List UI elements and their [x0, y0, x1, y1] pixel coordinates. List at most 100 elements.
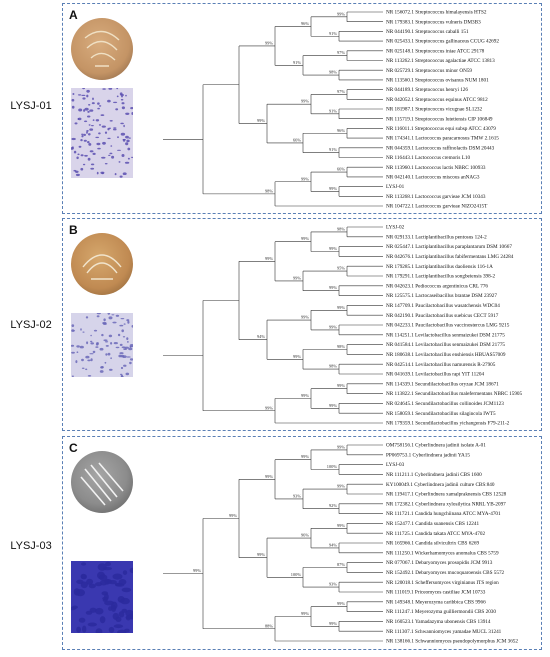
taxon-label: NR 160523.1 Yamadazyma ubonensis CBS 139… [386, 619, 491, 625]
cell-blob [86, 89, 90, 93]
cell-blob [71, 105, 75, 109]
bootstrap-label: 93% [293, 493, 301, 498]
cell-blob [107, 137, 111, 140]
cell-blob [74, 122, 78, 125]
taxon-label: NR 179383.1 Streptococcus vulneris DM3B3 [386, 19, 481, 25]
cell-blob [75, 173, 80, 177]
cell-blob [109, 152, 113, 155]
cell-blob [81, 562, 87, 566]
cell-blob [113, 624, 124, 629]
bootstrap-label: 99% [257, 552, 265, 557]
taxon-label: NR 025447.1 Lactiplantibacillus paraplan… [386, 244, 512, 250]
panel-c: C 99% 100% 99% 92% 99% 94% 87% 93% 99% 99% 99% 93% 9… [62, 436, 542, 650]
bootstrap-label: 99% [329, 285, 337, 290]
cell-blob [71, 324, 75, 327]
cell-blob [130, 107, 133, 110]
cell-blob [96, 342, 99, 345]
bootstrap-label: 99% [301, 611, 309, 616]
cell-blob [76, 626, 81, 633]
strain-label: LYSJ-03 [10, 540, 52, 552]
cell-blob [98, 124, 102, 126]
bootstrap-label: 99% [329, 621, 337, 626]
cell-blob [100, 366, 104, 369]
cell-blob [104, 600, 115, 606]
cell-blob [117, 333, 121, 337]
cell-blob [119, 324, 124, 327]
bootstrap-label: 98% [337, 344, 345, 349]
cell-blob [118, 161, 121, 163]
cell-blob [88, 133, 91, 136]
taxon-label: NR 077067.1 Debaryomyces prosopidis JCM … [386, 560, 493, 566]
cell-blob [127, 320, 130, 324]
cell-blob [120, 354, 125, 358]
taxon-label: NR 044189.1 Streptococcus henryi 126 [386, 87, 468, 93]
cell-blob [129, 344, 133, 347]
taxon-label: NR 042190.1 Paucilactobacillus suebicus … [386, 313, 499, 319]
panel-b: B 98% 99% 95% 99% 99% 99% 98% 98% 99% 99% 99% 99% 99… [62, 218, 542, 431]
cell-blob [131, 325, 133, 328]
cell-blob [97, 107, 100, 110]
cell-blob [72, 93, 75, 95]
taxon-label: NR 042052.1 Streptococcus equinus ATCC 9… [386, 97, 488, 103]
cell-blob [118, 611, 125, 618]
cell-blob [123, 364, 127, 367]
cell-blob [87, 115, 91, 118]
bootstrap-label: 99% [329, 324, 337, 329]
taxon-label: NR 116011.1 Streptococcus equi subsp ATC… [386, 126, 496, 132]
taxon-label: NR 029133.1 Lactiplantibacillus pentosus… [386, 234, 487, 240]
cell-blob [81, 94, 86, 96]
panel-letter: C [69, 441, 78, 455]
phylogenetic-tree: 98% 99% 95% 99% 99% 99% 98% 98% 99% 99% 99% 99% 99% 9… [163, 225, 523, 427]
panel-letter: B [69, 223, 78, 237]
cell-blob [78, 617, 86, 623]
taxon-label: NR 113960.1 Lactococcus lactis NBRC 1009… [386, 165, 486, 171]
cell-blob [73, 150, 77, 154]
cell-blob [98, 132, 101, 135]
cell-blob [76, 345, 80, 348]
taxon-label: LYSJ-01 [386, 184, 405, 190]
cell-blob [126, 139, 130, 143]
cell-blob [108, 88, 113, 90]
cell-blob [80, 328, 82, 331]
cell-blob [122, 172, 127, 175]
cell-blob [121, 106, 125, 110]
cell-blob [71, 606, 77, 611]
panel-a: A 99% 91% 97% 98% 97% 91% 96% 91% 66% 99% 96% 91% 99… [62, 3, 542, 214]
taxon-label: NR 111019.1 Priceomyces castiliae JCM 10… [386, 590, 486, 596]
petri-dish-image [71, 18, 133, 80]
cell-blob [80, 573, 86, 579]
cell-blob [121, 102, 125, 105]
cell-blob [77, 118, 80, 120]
cell-blob [82, 331, 85, 333]
cell-blob [90, 342, 94, 345]
cell-blob [87, 110, 90, 113]
bootstrap-label: 99% [193, 568, 201, 573]
cell-blob [121, 154, 125, 157]
cell-blob [84, 154, 88, 157]
cell-blob [121, 329, 124, 333]
taxon-label: NR 044359.1 Lactococcus raffinolactis DS… [386, 144, 495, 151]
cell-blob [88, 104, 91, 106]
cell-blob [89, 150, 94, 153]
cell-blob [108, 154, 111, 156]
cell-blob [107, 313, 111, 315]
micrograph-image [71, 88, 133, 178]
taxon-label: NR 025148.1 Streptococcus iniae ATCC 291… [386, 48, 485, 54]
cell-blob [123, 124, 125, 128]
taxon-label: NR 042140.1 Lactococcus miscous anNAG3 [386, 175, 480, 181]
bootstrap-label: 98% [329, 70, 337, 75]
cell-blob [125, 135, 129, 139]
cell-blob [117, 136, 119, 139]
cell-blob [104, 163, 108, 165]
cell-blob [119, 373, 123, 376]
cell-blob [76, 156, 79, 160]
cell-blob [97, 563, 107, 571]
cell-blob [99, 616, 106, 624]
cell-blob [131, 112, 133, 115]
petri-dish-image [71, 233, 133, 295]
cell-blob [105, 561, 111, 567]
cell-blob [113, 342, 118, 345]
bootstrap-label: 94% [329, 542, 337, 547]
bootstrap-label: 99% [337, 484, 345, 489]
cell-blob [100, 114, 105, 116]
